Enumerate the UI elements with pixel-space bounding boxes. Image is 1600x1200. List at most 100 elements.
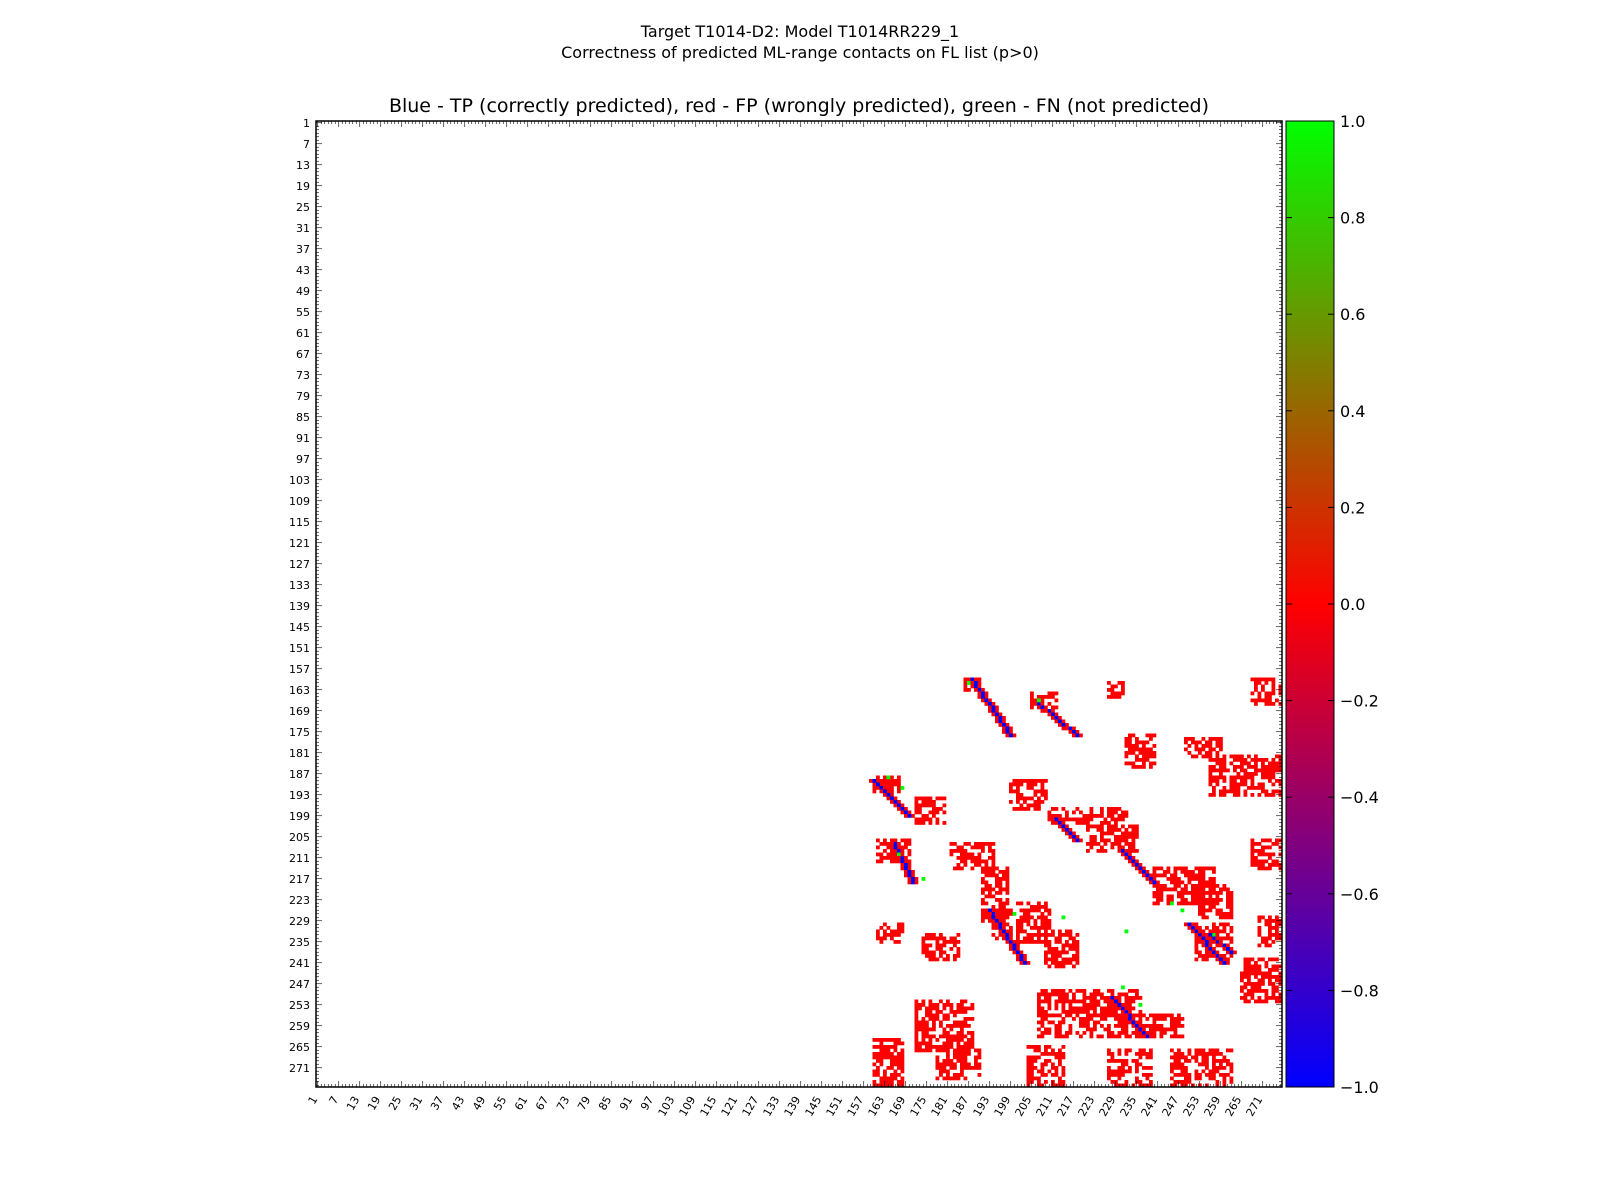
contact-cell-fp <box>914 1006 919 1011</box>
contact-cell-fp <box>1089 1027 1094 1032</box>
contact-cell-fp <box>935 821 940 825</box>
contact-cell-fp <box>1226 1062 1230 1067</box>
contact-cell-fp <box>1198 887 1202 892</box>
contact-cell-fp <box>939 950 943 955</box>
contact-cell-fp <box>1100 992 1104 997</box>
contact-cell-fp <box>1065 929 1069 934</box>
contact-cell-fp <box>1201 933 1206 937</box>
contact-cell-fp <box>1159 873 1164 878</box>
contact-cell-fp <box>1009 943 1013 948</box>
contact-cell-fp <box>991 863 996 867</box>
y-tick-label: 1 <box>303 117 310 130</box>
contact-cell-fp <box>1138 1020 1143 1025</box>
contact-cell-fp <box>939 1045 943 1049</box>
contact-cell-fp <box>932 1020 936 1025</box>
contact-cell-fp <box>1040 695 1045 699</box>
y-tick-label: 49 <box>296 285 310 298</box>
contact-cell-fp <box>1152 873 1157 878</box>
contact-cell-fp <box>1212 901 1216 906</box>
contact-cell-fp <box>1138 747 1143 752</box>
contact-cell-fp <box>1149 747 1153 752</box>
contact-cell-fp <box>1072 1006 1076 1011</box>
contact-cell-tp <box>1012 947 1017 951</box>
contact-cell-fp <box>1065 1034 1069 1039</box>
contact-cell-fp <box>1205 1059 1209 1063</box>
contact-cell-fp <box>1198 891 1202 895</box>
contact-cell-fp <box>1184 740 1188 745</box>
contact-cell-fp <box>1198 866 1202 871</box>
contact-cell-fp <box>970 1038 975 1042</box>
contact-cell-fp <box>1215 901 1220 906</box>
plot-frame <box>315 120 1283 1088</box>
contact-cell-fp <box>1226 933 1230 937</box>
contact-cell-fp <box>1180 887 1185 892</box>
contact-cell-fp <box>1121 810 1125 815</box>
contact-cell-fp <box>914 1031 919 1035</box>
contact-cell-fp <box>1054 1034 1059 1039</box>
contact-cell-fp <box>1173 880 1178 885</box>
contact-cell-fp <box>942 1048 947 1053</box>
contact-cell-fp <box>1051 950 1055 955</box>
contact-cell-fp <box>883 1045 887 1049</box>
contact-cell-fp <box>1201 1055 1206 1060</box>
contact-cell-fp <box>1100 821 1104 825</box>
contact-cell-fp <box>946 957 950 962</box>
contact-cell-fp <box>1194 936 1199 941</box>
contact-cell-fp <box>942 1017 947 1021</box>
contact-cell-fp <box>1240 989 1244 993</box>
contact-cell-tp <box>907 870 912 874</box>
contact-cell-fp <box>890 859 894 864</box>
contact-cell-fp <box>1194 866 1199 871</box>
contact-cell-fp <box>1107 1076 1111 1081</box>
contact-cell-fp <box>1250 765 1255 769</box>
contact-cell-fp <box>1257 782 1262 787</box>
contact-cell-fp <box>1124 1013 1129 1018</box>
contact-cell-fp <box>991 702 996 706</box>
contact-cell-fp <box>1009 926 1013 930</box>
contact-cell-fp <box>1100 1017 1104 1021</box>
contact-cell-fp <box>1089 992 1094 997</box>
contact-cell-fp <box>1131 989 1136 993</box>
contact-cell-fp <box>1026 1080 1031 1084</box>
contact-cell-fp <box>984 870 989 874</box>
contact-cell-fp <box>1243 761 1248 766</box>
contact-cell-fp <box>1254 961 1258 965</box>
contact-cell-fp <box>939 936 943 941</box>
contact-cell-fp <box>991 887 996 892</box>
contact-cell-fp <box>928 1045 933 1049</box>
contact-cell-fp <box>932 814 936 818</box>
contact-cell-fp <box>1089 835 1094 839</box>
contact-cell-fp <box>984 702 989 706</box>
contact-cell-fp <box>1222 754 1227 759</box>
contact-cell-fp <box>963 1059 968 1063</box>
contact-cell-fp <box>984 884 989 888</box>
contact-cell-fp <box>1177 866 1181 871</box>
contact-cell-fp <box>1044 1027 1048 1032</box>
contact-cell-fp <box>1023 796 1027 801</box>
contact-cell-fp <box>953 1038 957 1042</box>
contact-cell-fp <box>932 1017 936 1021</box>
contact-cell-fp <box>1142 1073 1146 1077</box>
contact-cell-fp <box>995 898 999 902</box>
contact-cell-fp <box>911 870 915 874</box>
contact-cell-fp <box>1061 943 1066 948</box>
contact-cell-fp <box>1271 940 1276 944</box>
contact-cell-fp <box>1037 1080 1041 1084</box>
contact-cell-fp <box>1275 999 1279 1004</box>
contact-cell-fp <box>974 677 978 682</box>
contact-cell-fp <box>1103 996 1108 1000</box>
contact-cell-fp <box>1100 1006 1104 1011</box>
contact-cell-fp <box>1110 691 1115 696</box>
contact-cell-fp <box>1026 803 1031 808</box>
contact-cell-fp <box>1268 933 1272 937</box>
contact-cell-tp <box>998 926 1003 930</box>
contact-cell-fp <box>960 1048 964 1053</box>
contact-cell-fp <box>900 866 905 871</box>
contact-cell-tp <box>1040 705 1045 710</box>
contact-cell-fp <box>883 856 887 860</box>
contact-cell-fp <box>1275 957 1279 962</box>
contact-cell-fp <box>1212 940 1216 944</box>
contact-cell-fp <box>1030 803 1034 808</box>
y-tick-label: 235 <box>289 936 310 949</box>
contact-cell-fp <box>946 940 950 944</box>
